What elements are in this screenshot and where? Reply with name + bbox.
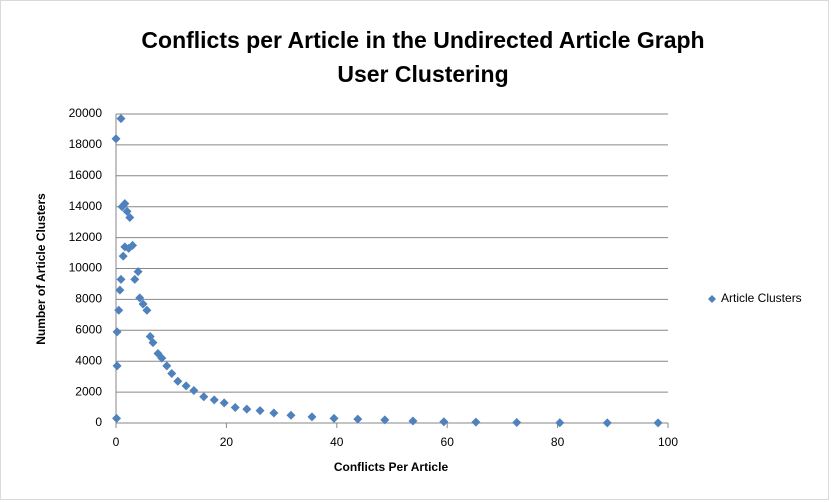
chart-title: Conflicts per Article in the Undirected …	[141, 27, 704, 53]
x-tick-label: 20	[220, 435, 234, 449]
point	[114, 305, 124, 315]
y-tick-label: 8000	[75, 292, 102, 306]
legend-marker	[708, 295, 716, 303]
point	[162, 361, 172, 371]
point	[242, 404, 252, 414]
point	[380, 415, 390, 425]
point	[133, 267, 143, 277]
point	[181, 381, 191, 391]
point	[112, 327, 122, 337]
y-tick-label: 6000	[75, 322, 102, 336]
y-tick-label: 14000	[69, 199, 103, 213]
point	[189, 386, 199, 396]
point	[408, 416, 418, 426]
x-tick-label: 80	[551, 435, 565, 449]
y-tick-label: 16000	[69, 168, 103, 182]
x-tick-label: 40	[330, 435, 344, 449]
point	[112, 361, 122, 371]
y-tick-label: 4000	[75, 353, 102, 367]
point	[125, 213, 135, 223]
point	[555, 418, 565, 428]
point	[142, 305, 152, 315]
point	[167, 369, 177, 379]
point	[138, 299, 148, 309]
point	[230, 403, 240, 413]
point	[307, 412, 317, 422]
point	[157, 353, 167, 363]
y-tick-label: 20000	[69, 106, 103, 120]
point	[148, 338, 158, 348]
x-axis-title: Conflicts Per Article	[334, 460, 449, 474]
point	[439, 417, 449, 427]
point	[173, 376, 183, 386]
point	[120, 199, 130, 209]
point	[118, 251, 128, 261]
point	[219, 398, 229, 408]
legend-label: Article Clusters	[721, 291, 802, 305]
point	[269, 408, 279, 418]
chart-subtitle: User Clustering	[337, 61, 508, 87]
point	[111, 134, 121, 144]
point	[602, 418, 612, 428]
y-tick-label: 10000	[69, 261, 103, 275]
point	[653, 418, 663, 428]
point	[255, 406, 265, 416]
y-tick-label: 2000	[75, 384, 102, 398]
point	[116, 114, 126, 124]
point	[112, 413, 122, 423]
y-tick-label: 18000	[69, 137, 103, 151]
point	[116, 274, 126, 284]
point	[512, 418, 522, 428]
y-tick-label: 12000	[69, 230, 103, 244]
y-tick-label: 0	[95, 415, 102, 429]
point	[329, 413, 339, 423]
point	[286, 410, 296, 420]
x-tick-label: 0	[113, 435, 120, 449]
y-axis-title: Number of Article Clusters	[34, 193, 48, 345]
point	[115, 285, 125, 295]
point	[199, 392, 209, 402]
x-tick-label: 60	[441, 435, 455, 449]
x-tick-label: 100	[658, 435, 678, 449]
point	[135, 293, 145, 303]
point	[353, 414, 363, 424]
point	[130, 274, 140, 284]
point	[209, 395, 219, 405]
point	[471, 417, 481, 427]
point	[128, 240, 138, 250]
